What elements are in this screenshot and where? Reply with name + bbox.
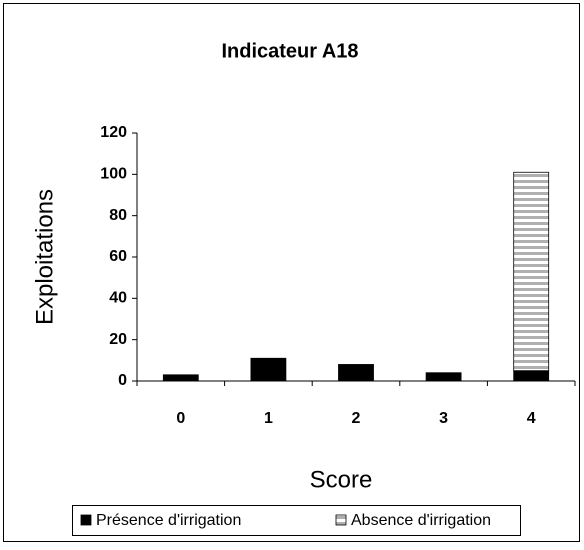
x-tick-label: 3 (439, 410, 448, 427)
bar-segment (338, 364, 374, 382)
y-tick-label: 80 (109, 207, 127, 224)
x-tick-label: 2 (352, 410, 361, 427)
chart-border (3, 3, 580, 542)
y-tick-label: 40 (109, 290, 127, 307)
x-tick-label: 1 (264, 410, 273, 427)
y-tick-label: 120 (100, 124, 127, 141)
x-axis-label: Score (310, 466, 373, 493)
bar-segment (162, 374, 199, 382)
bar-segment (250, 357, 287, 382)
x-tick-label: 0 (176, 410, 185, 427)
bar-segment (425, 372, 462, 382)
legend-swatch (80, 514, 92, 526)
legend-label: Absence d'irrigation (351, 512, 491, 529)
x-tick-label: 4 (527, 410, 536, 427)
y-tick-label: 20 (109, 331, 127, 348)
legend-swatch (335, 514, 347, 526)
y-axis-label: Exploitations (31, 189, 58, 325)
legend-label: Présence d'irrigation (96, 512, 241, 529)
legend-box (72, 505, 521, 536)
chart-title: Indicateur A18 (221, 40, 358, 62)
y-tick-label: 100 (100, 166, 127, 183)
bar-segment (513, 171, 550, 372)
y-tick-label: 60 (109, 248, 127, 265)
y-tick-label: 0 (118, 372, 127, 389)
bar-segment (513, 370, 550, 382)
